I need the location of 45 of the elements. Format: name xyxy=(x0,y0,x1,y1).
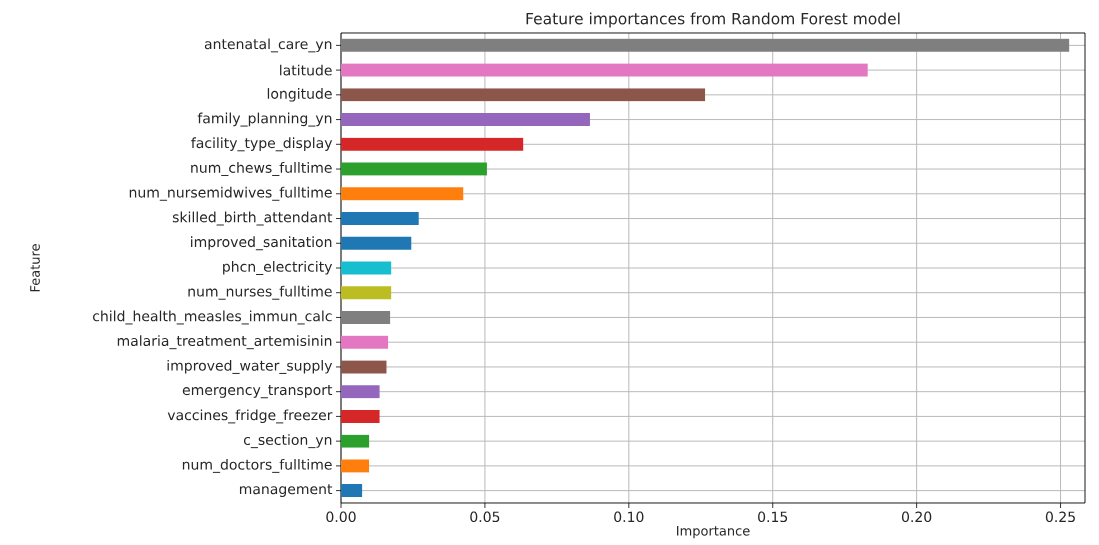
bar xyxy=(341,261,392,275)
bar xyxy=(341,484,363,498)
y-tick-label: latitude xyxy=(280,64,332,76)
x-tick-label: 0.25 xyxy=(1045,511,1075,523)
y-tick-label: c_section_yn xyxy=(243,434,332,449)
y-tick-label: num_chews_fulltime xyxy=(191,162,332,177)
x-tick-label: 0.20 xyxy=(901,511,932,523)
y-tick-label: emergency_transport xyxy=(182,385,333,399)
y-tick-label: longitude xyxy=(267,88,332,102)
bar xyxy=(341,63,868,77)
chart-title: Feature importances from Random Forest model xyxy=(526,12,900,28)
bar xyxy=(341,162,487,176)
y-tick-label: num_doctors_fulltime xyxy=(182,458,332,473)
bar xyxy=(341,459,370,473)
y-tick-label: family_planning_yn xyxy=(197,112,332,127)
bar xyxy=(341,236,412,250)
x-tick-label: 0.05 xyxy=(470,511,500,523)
x-axis-title: Importance xyxy=(677,525,750,539)
y-tick-label: antenatal_care_yn xyxy=(204,38,332,53)
y-tick-label: skilled_birth_attendant xyxy=(172,211,333,226)
bar xyxy=(341,113,590,127)
y-axis-title: Feature xyxy=(30,244,40,292)
x-tick-label: 0.00 xyxy=(326,511,356,523)
y-tick-label: phcn_electricity xyxy=(223,261,333,275)
y-tick-label: malaria_treatment_artemisinin xyxy=(117,335,332,350)
y-tick-label: num_nursemidwives_fulltime xyxy=(129,186,332,201)
bar xyxy=(341,137,524,151)
bar xyxy=(341,335,389,349)
y-tick-label: improved_sanitation xyxy=(191,236,332,251)
bar xyxy=(341,187,464,201)
bar xyxy=(341,310,391,324)
bar xyxy=(341,409,380,423)
bar xyxy=(341,212,419,226)
y-tick-label: improved_water_supply xyxy=(167,359,333,374)
x-tick-label: 0.10 xyxy=(614,511,644,523)
bar xyxy=(341,38,1070,52)
y-tick-label: child_health_measles_immun_calc xyxy=(92,310,332,325)
bar xyxy=(341,385,380,399)
bar xyxy=(341,88,706,102)
y-tick-label: num_nurses_fulltime xyxy=(188,285,332,300)
y-tick-label: facility_type_display xyxy=(191,137,333,152)
y-tick-label: vaccines_fridge_freezer xyxy=(167,409,333,424)
bar xyxy=(341,286,392,300)
y-tick-label: management xyxy=(239,484,333,497)
x-tick-label: 0.15 xyxy=(758,511,788,523)
